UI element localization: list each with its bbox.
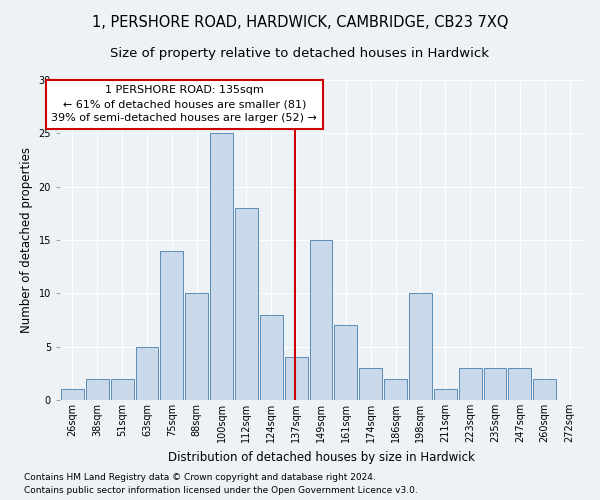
Text: 1 PERSHORE ROAD: 135sqm
← 61% of detached houses are smaller (81)
39% of semi-de: 1 PERSHORE ROAD: 135sqm ← 61% of detache… [52,86,317,124]
Bar [359,368,382,400]
Bar [86,378,109,400]
Bar [310,240,332,400]
X-axis label: Distribution of detached houses by size in Hardwick: Distribution of detached houses by size … [167,450,475,464]
Bar [334,326,357,400]
Bar [260,314,283,400]
Bar [210,134,233,400]
Bar [61,390,84,400]
Bar [160,250,183,400]
Text: Contains HM Land Registry data © Crown copyright and database right 2024.: Contains HM Land Registry data © Crown c… [24,474,376,482]
Bar [434,390,457,400]
Bar [484,368,506,400]
Y-axis label: Number of detached properties: Number of detached properties [20,147,33,333]
Text: Size of property relative to detached houses in Hardwick: Size of property relative to detached ho… [110,48,490,60]
Bar [533,378,556,400]
Bar [285,358,308,400]
Bar [136,346,158,400]
Bar [384,378,407,400]
Bar [508,368,531,400]
Bar [185,294,208,400]
Text: 1, PERSHORE ROAD, HARDWICK, CAMBRIDGE, CB23 7XQ: 1, PERSHORE ROAD, HARDWICK, CAMBRIDGE, C… [92,15,508,30]
Bar [235,208,258,400]
Text: Contains public sector information licensed under the Open Government Licence v3: Contains public sector information licen… [24,486,418,495]
Bar [111,378,134,400]
Bar [409,294,432,400]
Bar [459,368,482,400]
